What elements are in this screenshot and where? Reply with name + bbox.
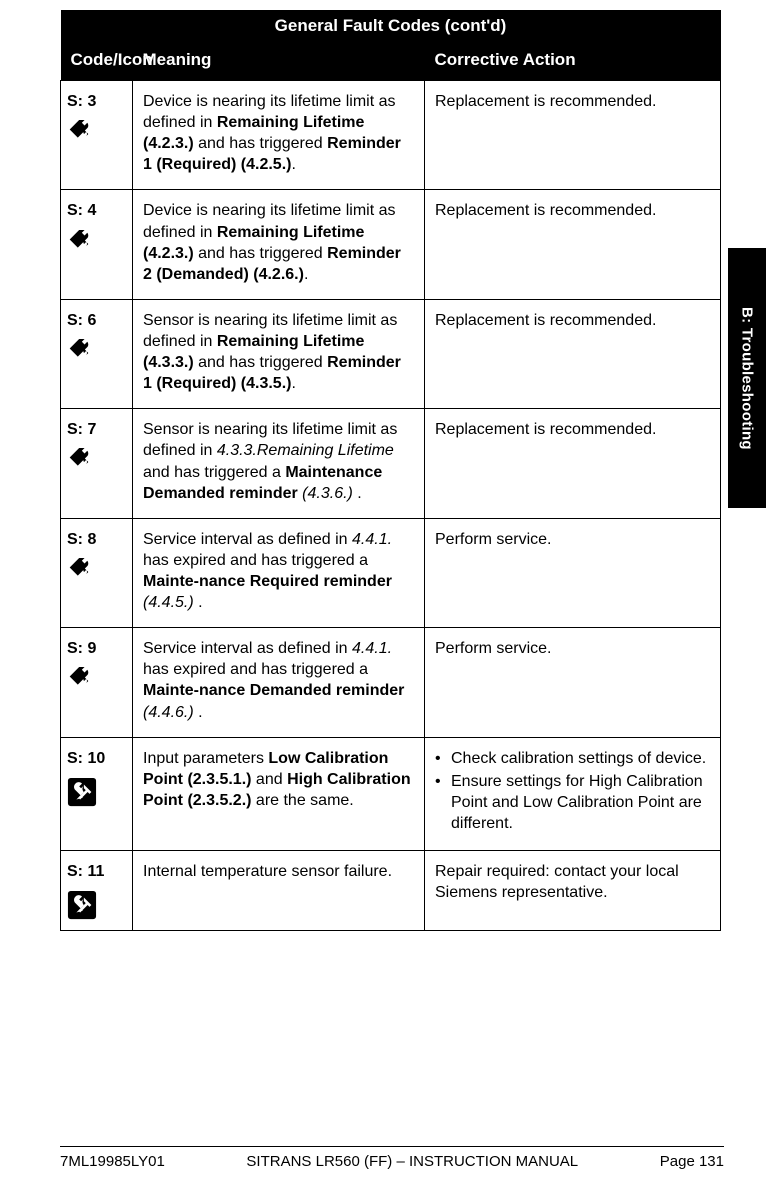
fault-codes-table: General Fault Codes (cont'd) Code/Icon M… <box>60 10 721 931</box>
code-cell: S: 7 <box>61 409 133 518</box>
tool-icon <box>67 777 97 807</box>
side-tab-label: B: Troubleshooting <box>739 307 756 450</box>
col-header-meaning: Meaning <box>133 42 425 81</box>
wrench-icon <box>67 339 97 361</box>
action-cell: Replacement is recommended. <box>425 299 721 408</box>
code-label: S: 8 <box>67 529 126 550</box>
table-row: S: 10 Input parameters Low Calibration Po… <box>61 737 721 850</box>
footer-right: Page 131 <box>660 1153 724 1170</box>
meaning-cell: Device is nearing its lifetime limit as … <box>133 81 425 190</box>
code-label: S: 11 <box>67 861 126 882</box>
code-cell: S: 8 <box>61 518 133 627</box>
footer-center: SITRANS LR560 (FF) – INSTRUCTION MANUAL <box>246 1153 578 1170</box>
wrench-icon <box>67 230 97 252</box>
meaning-cell: Device is nearing its lifetime limit as … <box>133 190 425 299</box>
table-row: S: 7 Sensor is nearing its lifetime limit… <box>61 409 721 518</box>
page-footer: 7ML19985LY01 SITRANS LR560 (FF) – INSTRU… <box>60 1146 724 1170</box>
wrench-icon <box>67 120 97 142</box>
wrench-icon <box>67 667 97 689</box>
action-cell: Check calibration settings of device.Ens… <box>425 737 721 850</box>
code-label: S: 6 <box>67 310 126 331</box>
table-header-row: Code/Icon Meaning Corrective Action <box>61 42 721 81</box>
meaning-cell: Internal temperature sensor failure. <box>133 851 425 931</box>
action-cell: Perform service. <box>425 518 721 627</box>
meaning-cell: Input parameters Low Calibration Point (… <box>133 737 425 850</box>
code-cell: S: 3 <box>61 81 133 190</box>
table-row: S: 8 Service interval as defined in 4.4.1… <box>61 518 721 627</box>
col-header-action: Corrective Action <box>425 42 721 81</box>
tool-icon <box>67 890 97 920</box>
action-cell: Repair required: contact your local Siem… <box>425 851 721 931</box>
code-cell: S: 6 <box>61 299 133 408</box>
code-cell: S: 10 <box>61 737 133 850</box>
action-cell: Replacement is recommended. <box>425 409 721 518</box>
action-cell: Perform service. <box>425 628 721 737</box>
code-label: S: 4 <box>67 200 126 221</box>
table-title: General Fault Codes (cont'd) <box>61 10 721 42</box>
table-row: S: 6 Sensor is nearing its lifetime limit… <box>61 299 721 408</box>
code-label: S: 9 <box>67 638 126 659</box>
action-list: Check calibration settings of device.Ens… <box>435 748 710 834</box>
action-list-item: Check calibration settings of device. <box>435 748 710 769</box>
side-tab: B: Troubleshooting <box>728 248 766 508</box>
action-list-item: Ensure settings for High Calibration Poi… <box>435 771 710 834</box>
code-label: S: 10 <box>67 748 126 769</box>
col-header-code: Code/Icon <box>61 42 133 81</box>
code-cell: S: 11 <box>61 851 133 931</box>
table-row: S: 11 Internal temperature sensor failure… <box>61 851 721 931</box>
code-cell: S: 4 <box>61 190 133 299</box>
action-cell: Replacement is recommended. <box>425 81 721 190</box>
table-row: S: 4 Device is nearing its lifetime limit… <box>61 190 721 299</box>
code-label: S: 7 <box>67 419 126 440</box>
footer-left: 7ML19985LY01 <box>60 1153 165 1170</box>
code-cell: S: 9 <box>61 628 133 737</box>
meaning-cell: Sensor is nearing its lifetime limit as … <box>133 409 425 518</box>
page: B: Troubleshooting General Fault Codes (… <box>0 0 766 1204</box>
wrench-icon <box>67 558 97 580</box>
action-cell: Replacement is recommended. <box>425 190 721 299</box>
table-row: S: 3 Device is nearing its lifetime limit… <box>61 81 721 190</box>
meaning-cell: Service interval as defined in 4.4.1. ha… <box>133 518 425 627</box>
table-row: S: 9 Service interval as defined in 4.4.1… <box>61 628 721 737</box>
meaning-cell: Sensor is nearing its lifetime limit as … <box>133 299 425 408</box>
table-title-row: General Fault Codes (cont'd) <box>61 10 721 42</box>
wrench-icon <box>67 448 97 470</box>
meaning-cell: Service interval as defined in 4.4.1. ha… <box>133 628 425 737</box>
table-body: S: 3 Device is nearing its lifetime limit… <box>61 81 721 931</box>
code-label: S: 3 <box>67 91 126 112</box>
